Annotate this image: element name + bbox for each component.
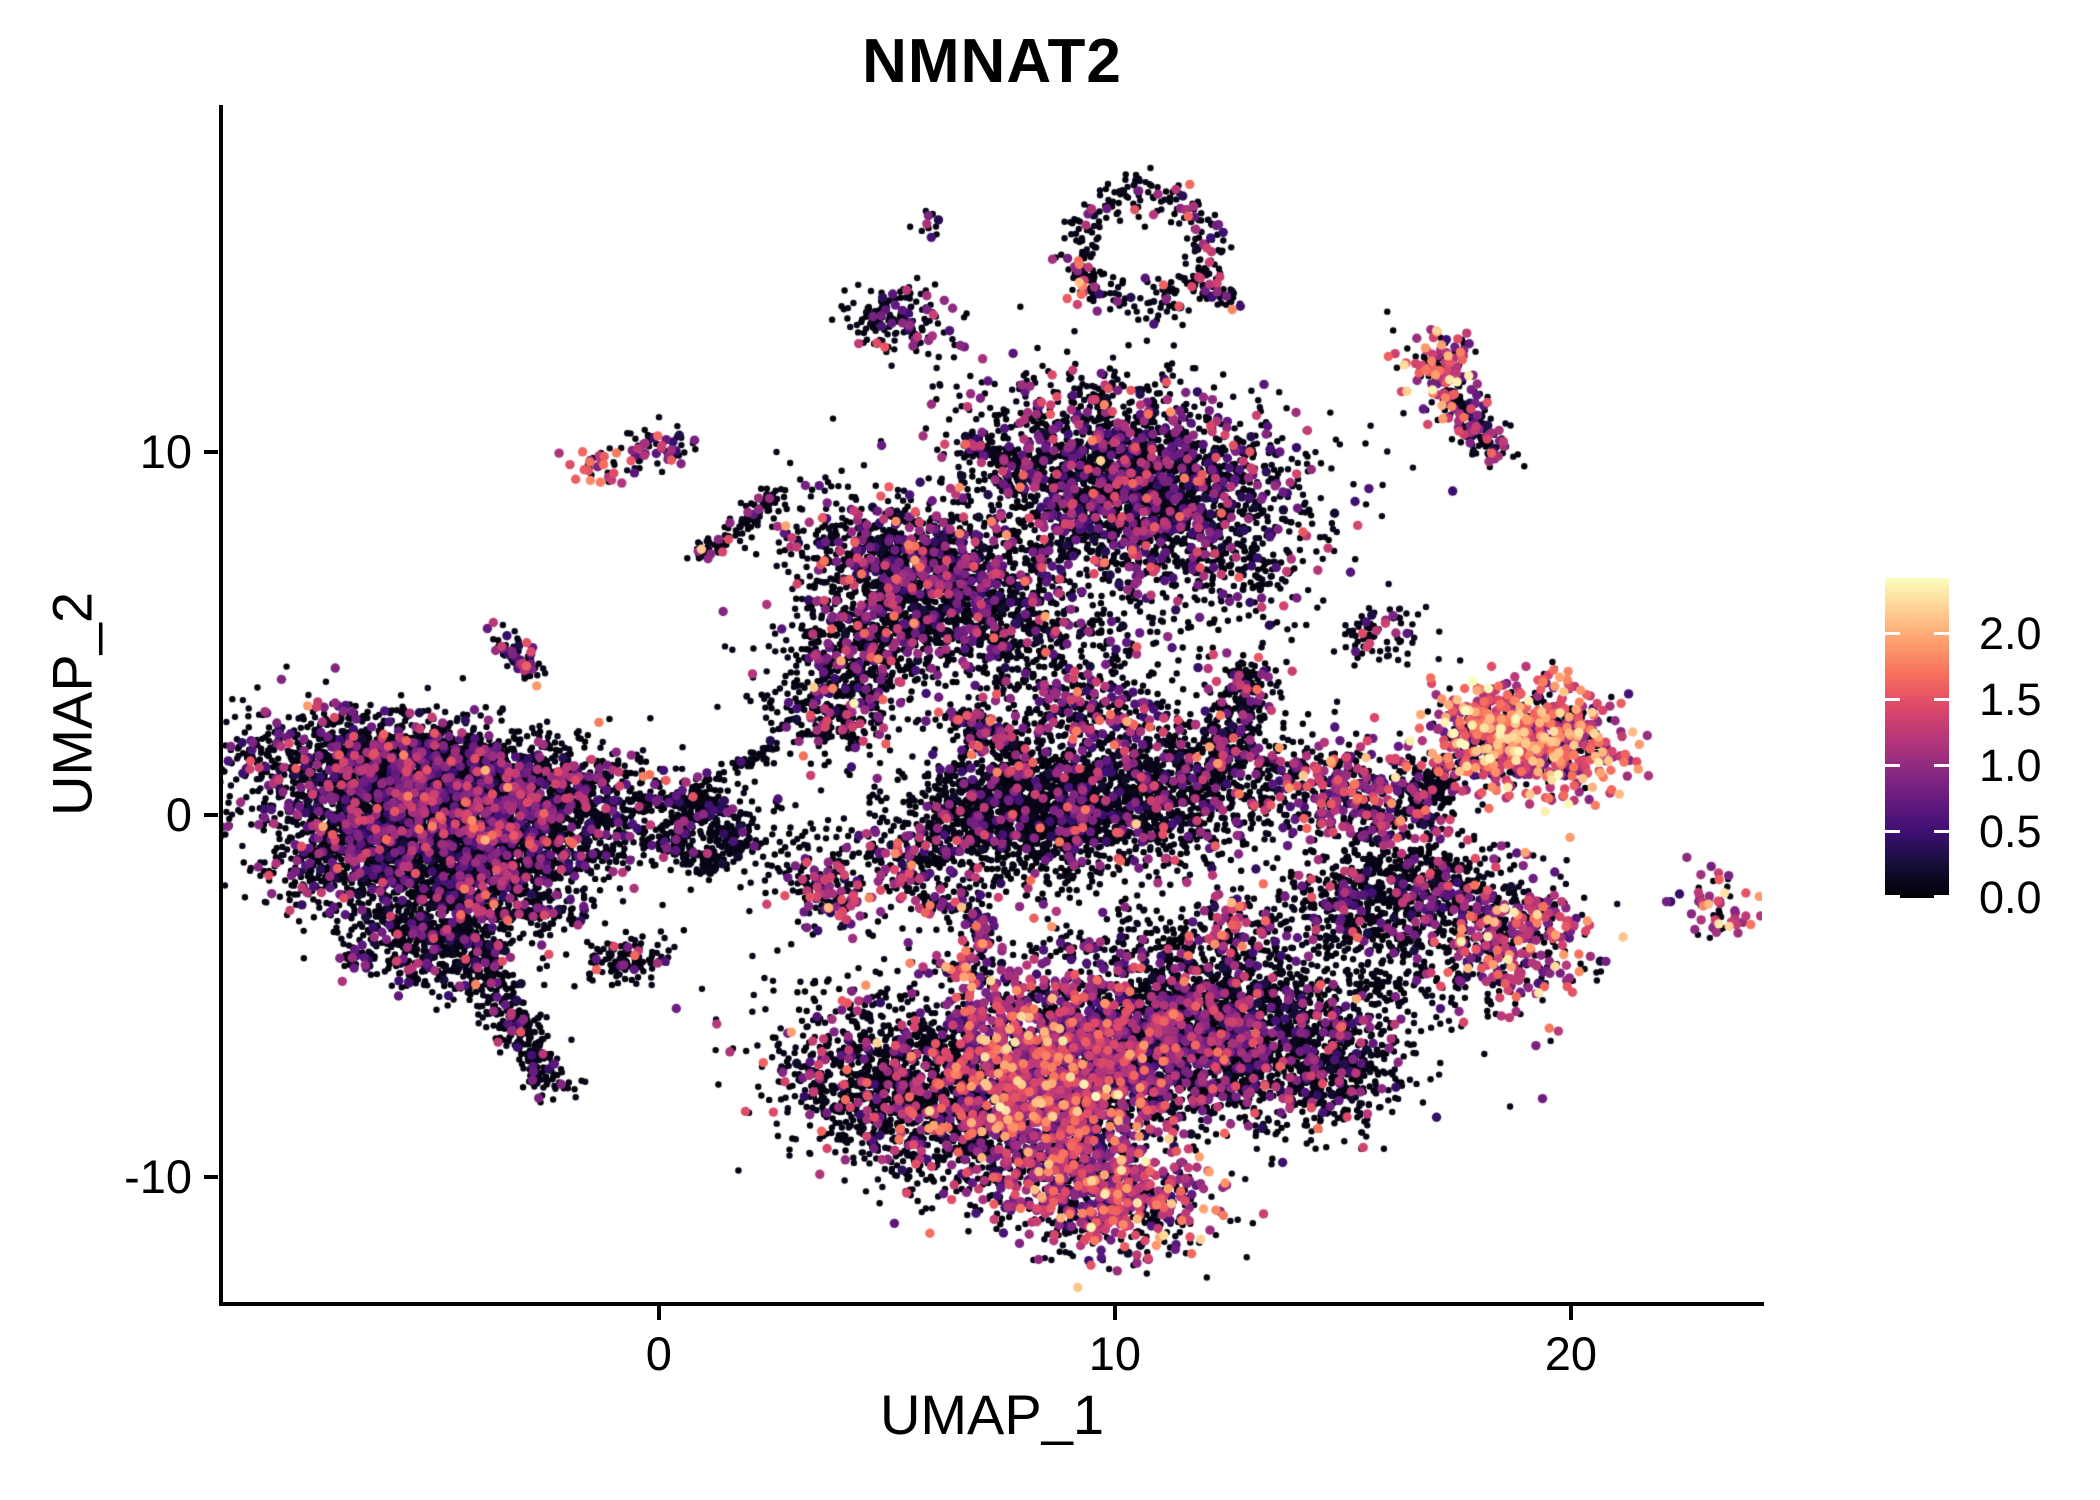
plot-title: NMNAT2 <box>862 27 1122 96</box>
colorbar-tick-label: 0.5 <box>1979 805 2042 857</box>
colorbar-tick-label: 1.0 <box>1979 739 2042 791</box>
y-tick-mark <box>204 1175 218 1180</box>
x-tick-label: 0 <box>645 1327 672 1380</box>
colorbar-tick-mark <box>1934 830 1949 834</box>
colorbar-tick-mark <box>1934 764 1949 768</box>
x-axis-title: UMAP_1 <box>879 1383 1105 1446</box>
colorbar-tick-mark <box>1885 698 1900 702</box>
x-tick-mark <box>656 1306 661 1320</box>
colorbar-tick-mark <box>1934 895 1949 898</box>
colorbar-legend: 0.0 0.5 1.0 1.5 2.0 <box>1885 578 2100 923</box>
y-tick-label: 0 <box>165 787 192 841</box>
y-tick-mark <box>204 450 218 455</box>
colorbar-tick-label: 2.0 <box>1979 607 2042 659</box>
plot-panel <box>222 105 1762 1302</box>
x-tick-mark <box>1112 1306 1117 1320</box>
colorbar-tick-mark <box>1885 830 1900 834</box>
y-tick-mark <box>204 812 218 817</box>
y-tick-label: 10 <box>139 425 192 479</box>
x-axis-line <box>219 1302 1764 1306</box>
colorbar-gradient <box>1885 578 1949 898</box>
colorbar-tick-label: 0.0 <box>1979 872 2042 923</box>
y-axis-line <box>219 105 223 1306</box>
colorbar-tick-mark <box>1934 698 1949 702</box>
y-tick-label: -10 <box>124 1150 192 1204</box>
x-tick-label: 20 <box>1544 1327 1598 1380</box>
colorbar-tick-mark <box>1885 895 1900 898</box>
colorbar-tick-mark <box>1885 764 1900 768</box>
colorbar-tick-mark <box>1934 632 1949 636</box>
colorbar-tick-label: 1.5 <box>1979 673 2042 725</box>
umap-scatter-canvas <box>222 105 1762 1302</box>
x-tick-mark <box>1568 1306 1573 1320</box>
x-tick-label: 10 <box>1088 1327 1142 1380</box>
colorbar-tick-mark <box>1885 632 1900 636</box>
y-axis-title: UMAP_2 <box>40 591 104 817</box>
